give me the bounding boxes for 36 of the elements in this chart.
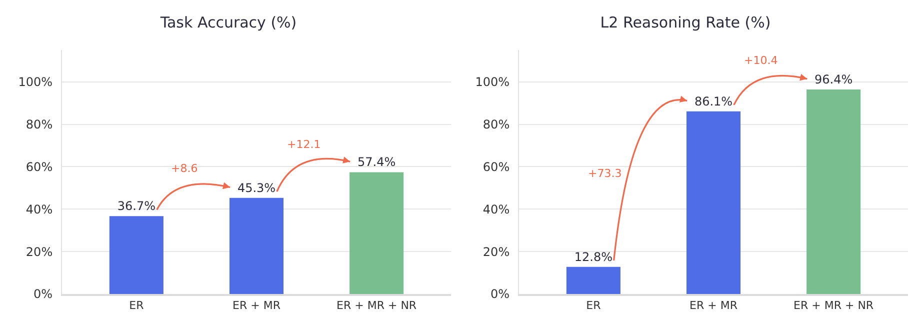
y-tick-label: 40% — [482, 202, 510, 216]
y-tick-label: 100% — [475, 75, 510, 90]
data-label: 57.4% — [358, 155, 396, 170]
y-tick-label: 20% — [26, 244, 53, 259]
chart-title: Task Accuracy (%) — [159, 14, 297, 32]
y-tick-label: 80% — [26, 117, 53, 132]
x-tick-label: ER + MR + NR — [336, 299, 417, 312]
y-tick-label: 20% — [482, 244, 510, 259]
y-tick-label: 0% — [490, 287, 510, 302]
x-tick-label: ER — [586, 299, 602, 312]
y-tick-label: 100% — [18, 75, 53, 90]
bar — [350, 172, 404, 294]
x-tick-label: ER + MR + NR — [794, 299, 874, 312]
y-tick-label: 80% — [482, 117, 510, 132]
bar — [109, 216, 164, 294]
bar — [229, 198, 284, 294]
chart-title: L2 Reasoning Rate (%) — [600, 14, 771, 32]
y-tick-label: 60% — [26, 160, 53, 174]
data-label: 36.7% — [117, 199, 156, 214]
annotation: +10.4 — [744, 54, 778, 67]
data-label: 12.8% — [574, 250, 612, 264]
annotation: +8.6 — [171, 162, 198, 175]
annotation: +12.1 — [287, 138, 321, 151]
bar — [566, 266, 620, 294]
bar — [806, 89, 861, 294]
y-tick-label: 60% — [482, 160, 510, 174]
x-tick-label: ER + MR — [690, 299, 738, 312]
x-tick-label: ER — [129, 299, 144, 312]
data-label: 96.4% — [814, 72, 853, 86]
y-tick-label: 0% — [34, 287, 53, 302]
y-tick-label: 40% — [26, 202, 53, 216]
annotation: +73.3 — [588, 167, 622, 180]
data-label: 86.1% — [694, 94, 733, 108]
x-tick-label: ER + MR — [232, 299, 281, 312]
data-label: 45.3% — [237, 180, 276, 195]
bar — [686, 111, 741, 294]
